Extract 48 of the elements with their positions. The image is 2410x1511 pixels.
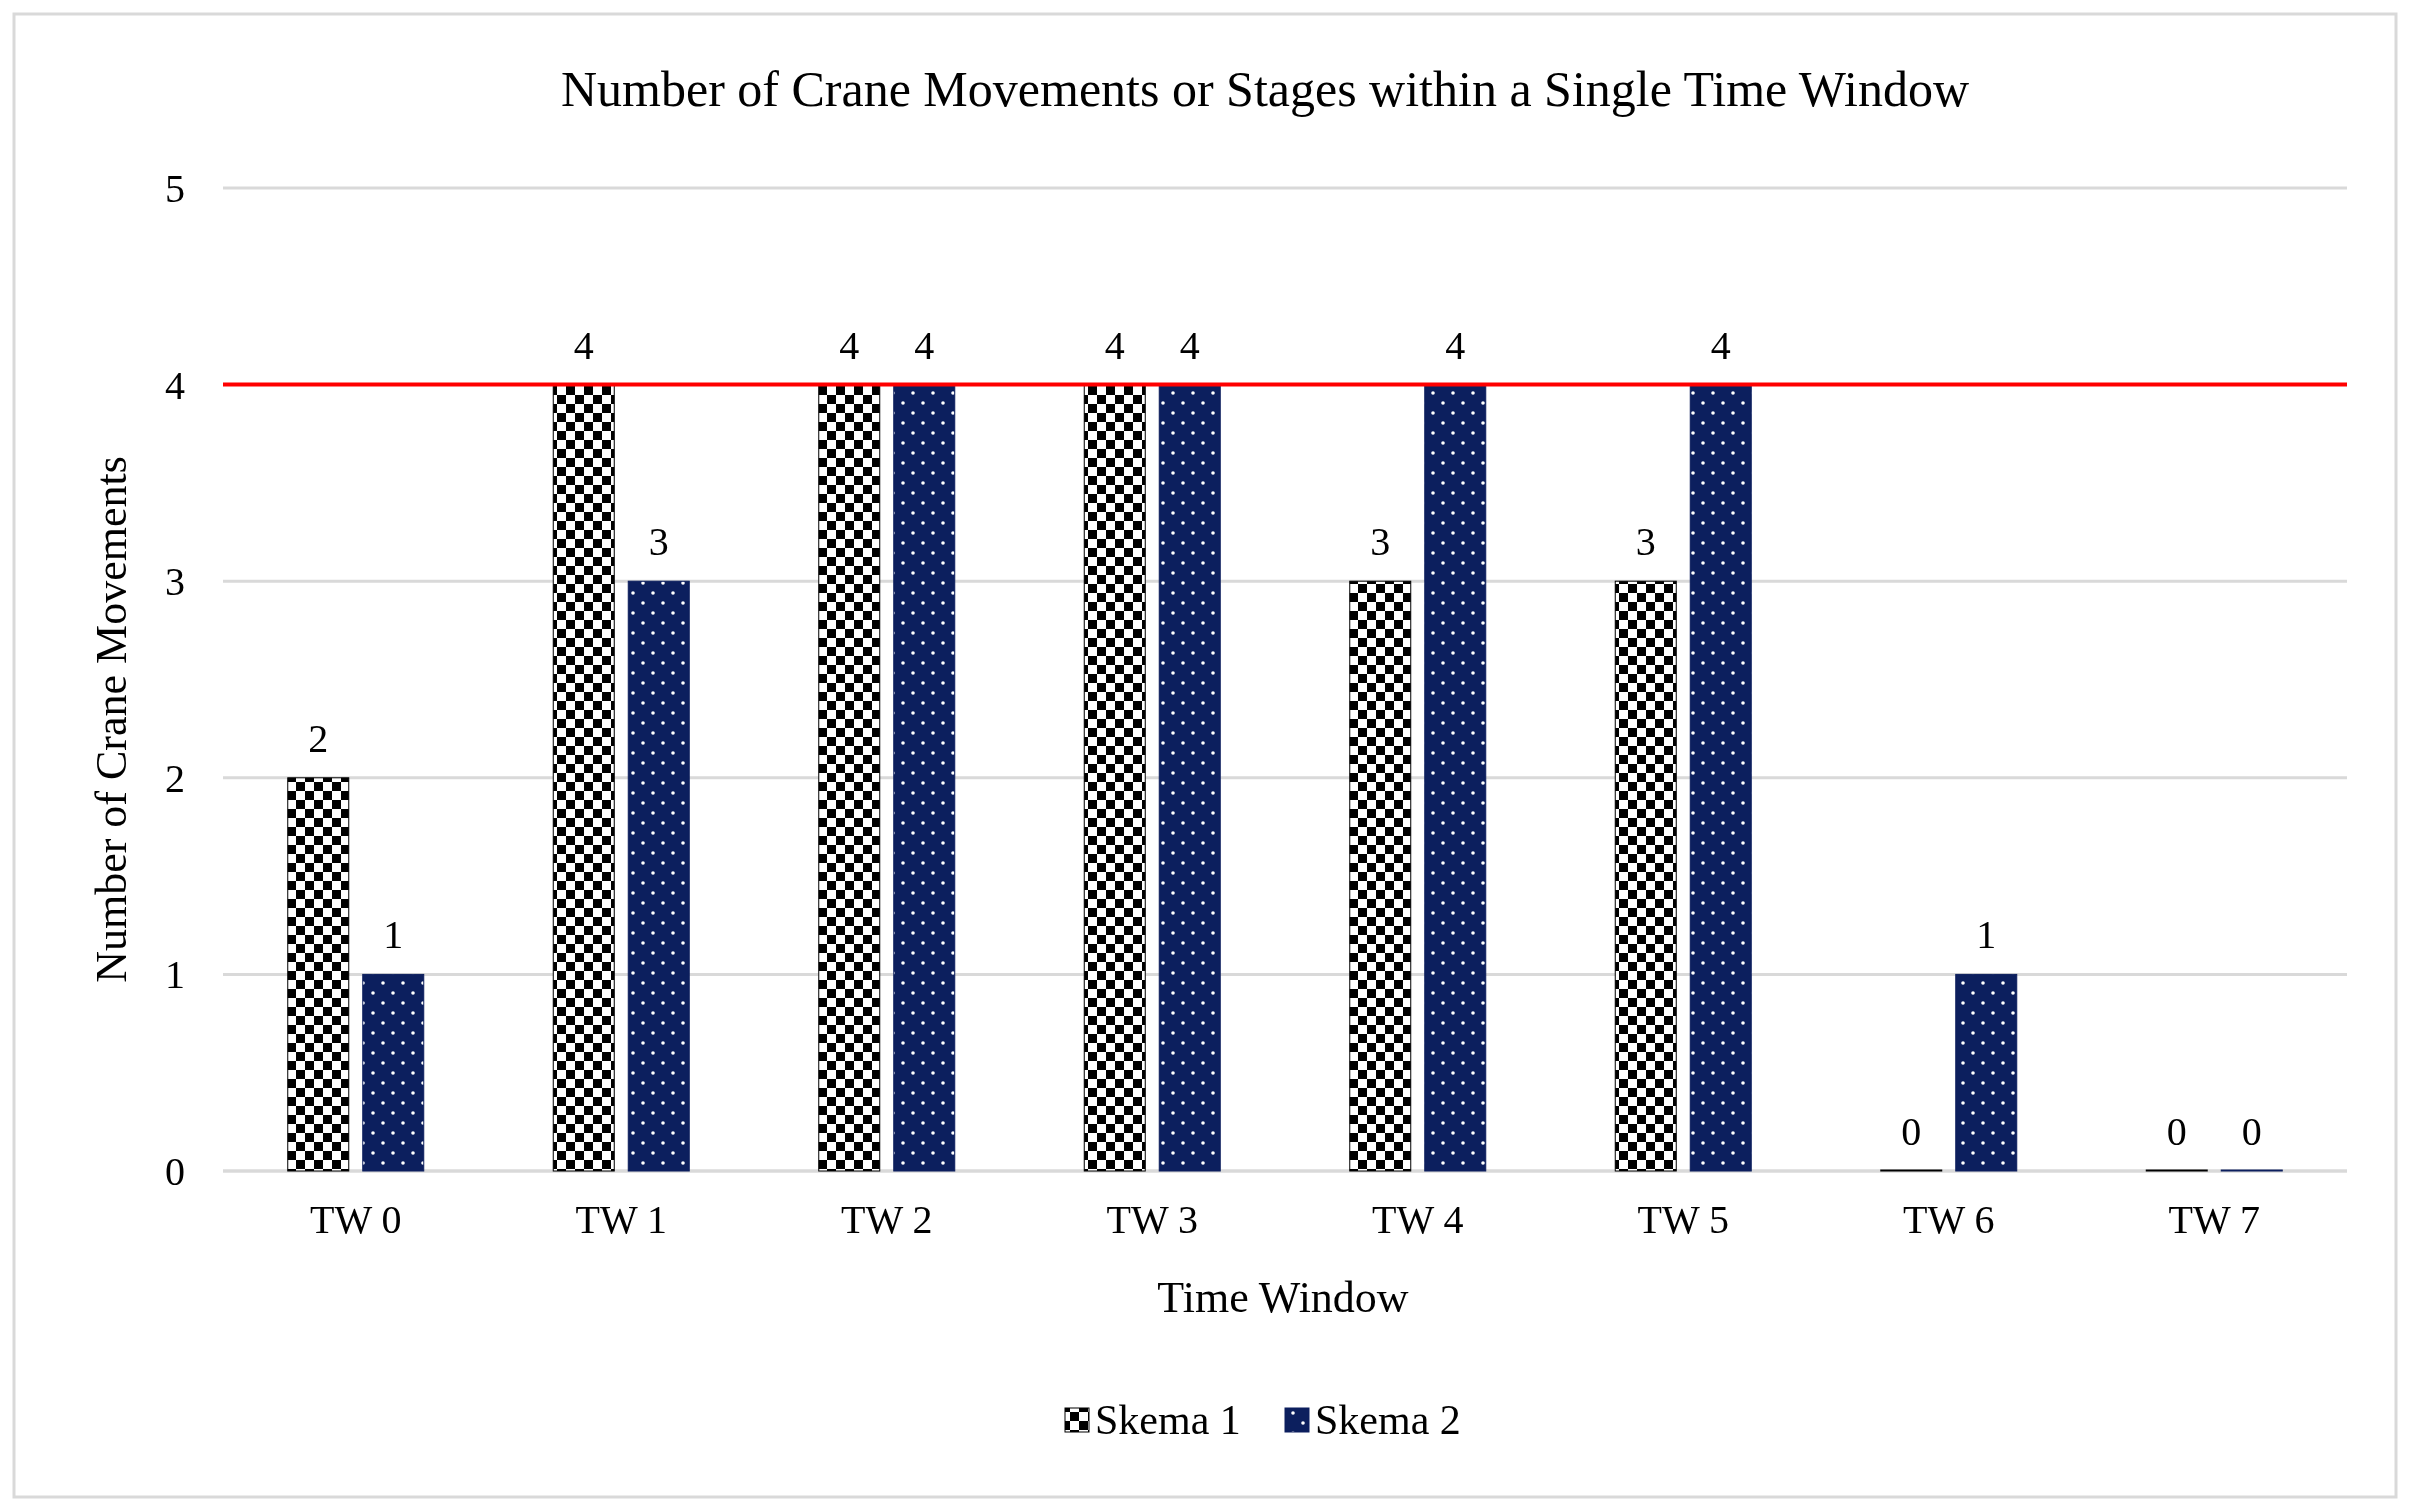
bar <box>1083 384 1146 1172</box>
bar <box>893 384 956 1172</box>
x-tick-label: TW 2 <box>841 1197 933 1242</box>
y-tick-label: 1 <box>165 952 185 998</box>
bar <box>1349 580 1412 1172</box>
y-tick-label: 3 <box>165 559 185 605</box>
bar <box>818 384 881 1172</box>
y-axis-title: Number of Crane Movements <box>87 456 136 983</box>
data-label: 4 <box>573 322 594 368</box>
x-tick-label: TW 4 <box>1372 1197 1464 1242</box>
data-label: 3 <box>1370 519 1391 565</box>
bar <box>1158 384 1221 1172</box>
x-tick-label: TW 0 <box>310 1197 402 1242</box>
legend-label: Skema 2 <box>1315 1397 1461 1443</box>
data-label: 0 <box>1901 1109 1922 1154</box>
x-tick-label: TW 3 <box>1106 1197 1198 1242</box>
bar <box>552 384 615 1172</box>
y-tick-label: 4 <box>165 362 185 408</box>
y-tick-label: 5 <box>165 166 185 211</box>
bar <box>362 973 425 1172</box>
data-label: 1 <box>1976 912 1997 958</box>
bar <box>287 777 350 1172</box>
x-tick-label: TW 7 <box>2168 1197 2260 1242</box>
data-label: 3 <box>1635 519 1656 565</box>
data-label: 0 <box>2241 1109 2262 1154</box>
data-label: 4 <box>1179 322 1200 368</box>
chart-title: Number of Crane Movements or Stages within a Single Time Window <box>560 61 1970 117</box>
bar <box>1424 384 1487 1172</box>
y-tick-label: 0 <box>165 1149 185 1194</box>
x-tick-label: TW 6 <box>1903 1197 1995 1242</box>
data-label: 4 <box>839 322 860 368</box>
x-axis-title: Time Window <box>1157 1273 1409 1322</box>
bar <box>627 580 690 1172</box>
data-label: 0 <box>2166 1109 2187 1154</box>
bar <box>1955 973 2018 1172</box>
bar <box>1689 384 1752 1172</box>
data-label: 1 <box>383 912 404 958</box>
data-label: 4 <box>1710 322 1731 368</box>
data-label: 4 <box>1104 322 1125 368</box>
y-tick-label: 2 <box>165 755 185 801</box>
data-label: 4 <box>914 322 935 368</box>
x-tick-label: TW 1 <box>575 1197 667 1242</box>
bar <box>1614 580 1677 1172</box>
legend-label: Skema 1 <box>1095 1397 1241 1443</box>
x-tick-label: TW 5 <box>1637 1197 1729 1242</box>
data-label: 4 <box>1445 322 1466 368</box>
data-label: 3 <box>648 519 669 565</box>
data-label: 2 <box>308 715 329 761</box>
